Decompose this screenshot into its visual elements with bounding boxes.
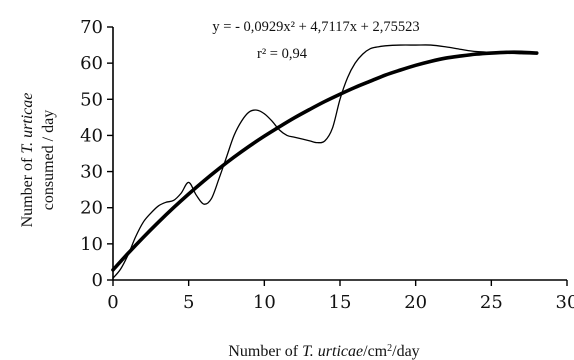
- axis-ticks: [107, 26, 568, 286]
- y-tick-label-20: 20: [80, 198, 103, 219]
- regression-equation: y = - 0,0929x² + 4,7117x + 2,75523: [212, 19, 419, 35]
- x-tick-label-25: 25: [480, 292, 503, 313]
- y-axis-label-line2: consumed / day: [40, 110, 57, 210]
- series-layer: [111, 44, 539, 279]
- y-tick-label-0: 0: [92, 270, 103, 291]
- y-tick-label-30: 30: [80, 162, 103, 183]
- y-tick-label-10: 10: [80, 234, 103, 255]
- y-tick-label-40: 40: [80, 125, 103, 146]
- fitted-curve-line: [111, 50, 539, 272]
- r-squared-label: r² = 0,94: [257, 46, 308, 62]
- y-tick-label-50: 50: [80, 89, 103, 110]
- x-axis-label: Number of T. urticae/cm2/day: [228, 343, 419, 360]
- y-tick-label-60: 60: [80, 53, 103, 74]
- y-tick-label-70: 70: [80, 17, 103, 38]
- x-tick-label-10: 10: [253, 292, 276, 313]
- tick-labels: 0 10 20 30 40 50 60 70 0 5 10 15 20 25 30: [80, 17, 574, 313]
- observed-data-line: [112, 44, 538, 279]
- x-tick-label-20: 20: [404, 292, 427, 313]
- x-tick-label-5: 5: [183, 292, 194, 313]
- x-tick-label-15: 15: [329, 292, 352, 313]
- x-tick-label-0: 0: [107, 292, 118, 313]
- x-tick-label-30: 30: [556, 292, 574, 313]
- y-axis-label-line1: Number of T. urticae: [19, 93, 36, 228]
